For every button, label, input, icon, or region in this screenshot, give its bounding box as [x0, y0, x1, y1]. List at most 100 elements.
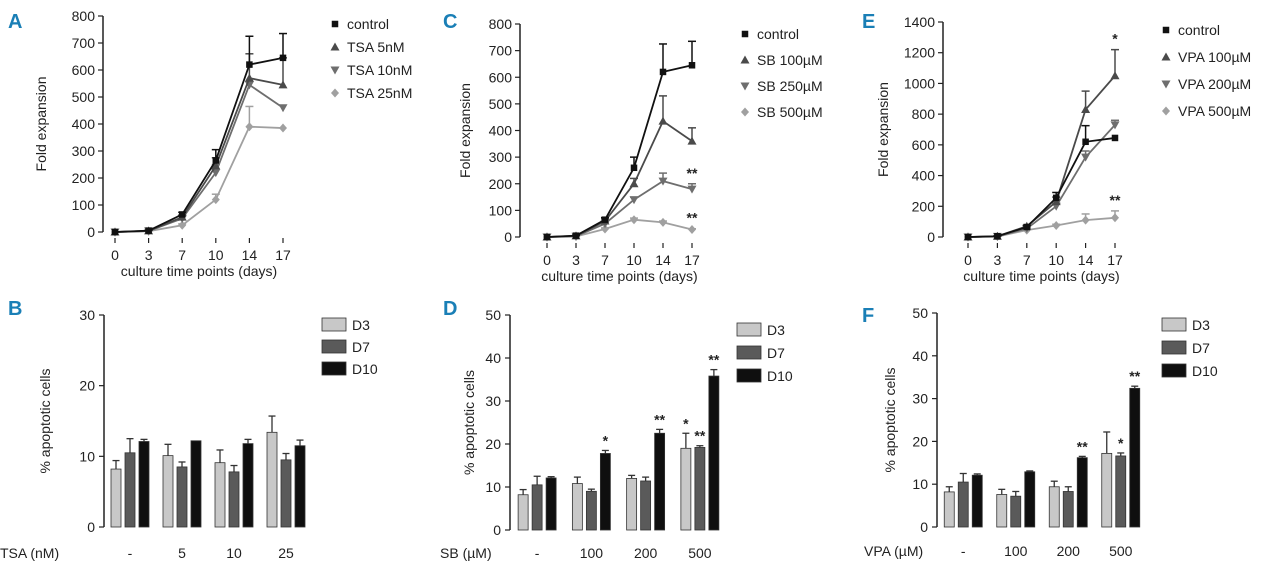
bar-chart-f: 0 10 20 30 40 50 % apoptotic cells VPA (µM) - 100… — [864, 305, 1218, 559]
panel-label-c: C — [443, 11, 457, 33]
data-point — [688, 62, 696, 69]
x-category-label: 500 — [688, 545, 712, 561]
bar — [1048, 486, 1060, 528]
legend-label: D7 — [352, 339, 370, 355]
y-tick-label: 100 — [489, 202, 513, 218]
y-tick-label: 20 — [912, 433, 928, 449]
bar — [124, 452, 136, 528]
bar — [214, 462, 226, 528]
y-tick-label: 30 — [79, 307, 95, 323]
series-sb-100-m — [542, 95, 697, 241]
data-point — [178, 211, 186, 218]
data-point — [145, 227, 152, 234]
x-category-label: 200 — [1057, 543, 1081, 559]
y-tick-label: 100 — [72, 197, 96, 213]
series-line — [114, 125, 284, 233]
x-tick-label: 10 — [208, 247, 224, 263]
legend-label: D10 — [1192, 363, 1218, 379]
bar — [943, 491, 955, 528]
bar — [110, 468, 122, 528]
data-point — [1111, 213, 1119, 223]
y-tick-label: 200 — [489, 176, 513, 192]
bar — [1115, 455, 1127, 528]
bar — [190, 440, 202, 528]
y-tick-label: 200 — [72, 170, 96, 186]
series-line — [546, 64, 693, 238]
bar — [531, 484, 543, 531]
y-axis-label: Fold expansion — [457, 83, 473, 178]
data-point — [212, 157, 220, 164]
x-category-label: 100 — [1004, 543, 1028, 559]
panel-label-d: D — [443, 298, 457, 320]
x-tick-label: 3 — [994, 252, 1002, 268]
data-point — [630, 164, 638, 172]
data-point — [211, 169, 221, 178]
bar — [680, 447, 692, 531]
significance-marker: ** — [1129, 368, 1140, 384]
legend-swatch — [321, 361, 347, 376]
legend-marker — [1161, 52, 1171, 61]
x-tick-label: 10 — [626, 252, 642, 268]
series-line — [114, 77, 284, 233]
data-point — [279, 54, 287, 62]
significance-marker: ** — [654, 411, 665, 427]
legend-marker — [741, 107, 749, 117]
series-line — [967, 216, 1116, 238]
y-axis-label: % apoptotic cells — [37, 368, 53, 473]
y-tick-label: 0 — [927, 229, 935, 245]
x-tick-label: 0 — [964, 252, 972, 268]
bar — [971, 474, 983, 528]
legend-swatch — [321, 317, 347, 332]
data-point — [687, 136, 697, 145]
bar — [1129, 387, 1141, 528]
y-tick-label: 0 — [87, 224, 95, 240]
data-point — [687, 185, 697, 194]
bar — [585, 490, 597, 531]
significance-marker: ** — [694, 428, 705, 444]
bar — [640, 480, 652, 531]
legend-swatch — [1161, 317, 1187, 332]
legend-label: control — [1178, 22, 1220, 38]
legend-marker — [331, 20, 339, 28]
legend-label: VPA 200µM — [1178, 76, 1251, 92]
y-tick-label: 40 — [485, 350, 501, 366]
y-tick-label: 30 — [485, 393, 501, 409]
y-tick-label: 300 — [489, 149, 513, 165]
data-point — [1081, 105, 1091, 114]
y-tick-label: 40 — [912, 348, 928, 364]
significance-marker: * — [1118, 435, 1124, 451]
significance-marker: ** — [1077, 438, 1088, 454]
data-point — [658, 116, 668, 125]
bar — [242, 443, 254, 528]
legend-label: control — [347, 16, 389, 32]
series-line — [546, 180, 693, 238]
series-control — [964, 124, 1119, 241]
data-point — [245, 122, 254, 132]
line-chart-a: 0 100 200 300 400 500 600 700 800 0 3 7 10 14 17cultur… — [33, 8, 412, 279]
legend-label: VPA 100µM — [1178, 49, 1251, 65]
x-tick-label: 17 — [275, 247, 291, 263]
legend-marker — [331, 88, 339, 98]
data-point — [601, 224, 609, 234]
legend-label: D3 — [767, 322, 785, 338]
bar — [517, 494, 529, 531]
legend-label: D7 — [767, 345, 785, 361]
data-point — [659, 217, 667, 227]
significance-marker: ** — [687, 165, 698, 181]
x-tick-label: 10 — [1048, 252, 1064, 268]
legend-label: D10 — [352, 361, 378, 377]
data-point — [629, 196, 639, 205]
data-point — [994, 232, 1001, 240]
legend-label: SB 100µM — [757, 52, 823, 68]
bar — [996, 494, 1008, 528]
significance-marker: * — [1112, 31, 1118, 47]
bar — [1062, 491, 1074, 528]
bar — [280, 459, 292, 528]
y-tick-label: 30 — [912, 391, 928, 407]
legend-swatch — [736, 345, 762, 360]
x-category-label: 100 — [580, 545, 604, 561]
x-tick-label: 7 — [601, 252, 609, 268]
series-sb-250-m: ** — [542, 165, 698, 242]
x-tick-label: 7 — [1023, 252, 1031, 268]
